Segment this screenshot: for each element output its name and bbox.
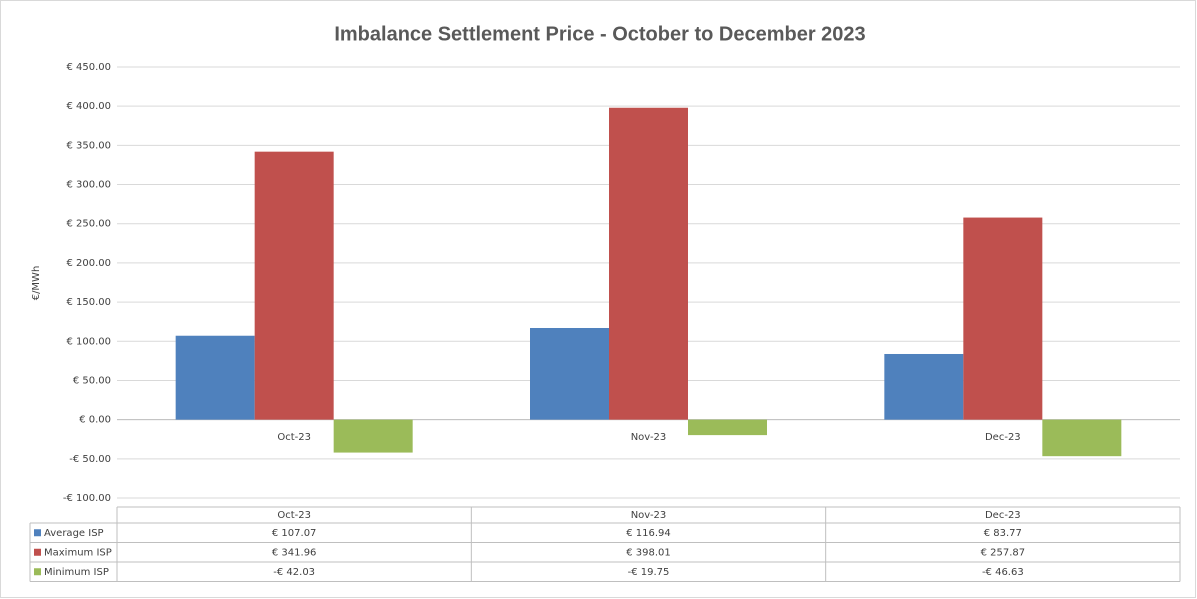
bar	[254, 151, 334, 420]
y-tick-label: € 150.00	[66, 297, 111, 308]
y-tick-label: € 100.00	[66, 336, 111, 347]
bar	[963, 217, 1043, 420]
legend-key	[34, 568, 41, 576]
legend-label: Minimum ISP	[44, 567, 109, 578]
bar	[688, 419, 767, 436]
y-tick-label: € 300.00	[66, 180, 111, 191]
y-tick-label: -€ 50.00	[69, 454, 111, 465]
table-cell: € 116.94	[626, 528, 671, 539]
y-tick-label: € 50.00	[73, 375, 111, 386]
table-cell: € 341.96	[272, 547, 317, 558]
table-header: Dec-23	[985, 510, 1021, 521]
y-tick-label: € 400.00	[66, 101, 111, 112]
bar	[530, 327, 609, 420]
y-tick-label: € 0.00	[79, 415, 111, 426]
bar	[175, 335, 255, 420]
x-tick-label: Oct-23	[277, 432, 311, 443]
bar	[1042, 419, 1122, 457]
legend-label: Maximum ISP	[44, 547, 112, 558]
chart-title: Imbalance Settlement Price - October to …	[334, 23, 865, 45]
x-tick-label: Nov-23	[631, 432, 667, 443]
legend-label: Average ISP	[44, 528, 104, 539]
table-cell: € 83.77	[984, 528, 1022, 539]
table-cell: € 398.01	[626, 547, 671, 558]
y-axis-label: €/MWh	[31, 266, 42, 301]
table-cell: -€ 19.75	[628, 567, 670, 578]
y-tick-label: € 200.00	[66, 258, 111, 269]
table-cell: € 257.87	[981, 547, 1026, 558]
table-cell: € 107.07	[272, 528, 317, 539]
table-cell: -€ 42.03	[273, 567, 315, 578]
table-cell: -€ 46.63	[982, 567, 1024, 578]
y-tick-label: € 350.00	[66, 140, 111, 151]
table-header: Oct-23	[277, 510, 311, 521]
legend-key	[34, 529, 41, 537]
bar	[884, 353, 964, 420]
legend-key	[34, 548, 41, 556]
table-header: Nov-23	[631, 510, 667, 521]
y-tick-label: € 450.00	[66, 62, 111, 73]
bar	[609, 107, 688, 420]
x-tick-label: Dec-23	[985, 432, 1021, 443]
bar	[333, 419, 413, 453]
y-tick-label: € 250.00	[66, 219, 111, 230]
y-tick-label: -€ 100.00	[63, 493, 111, 504]
